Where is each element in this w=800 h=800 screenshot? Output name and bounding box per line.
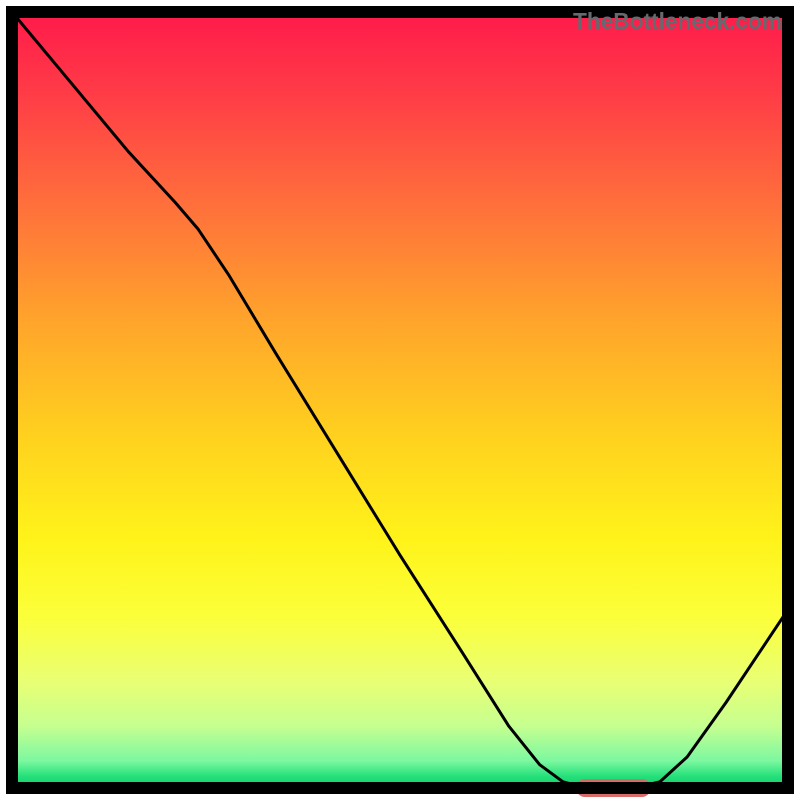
watermark-text: TheBottleneck.com (573, 8, 782, 35)
axes-border (12, 12, 788, 788)
plot-area: TheBottleneck.com (12, 12, 788, 788)
chart-container: TheBottleneck.com (0, 0, 800, 800)
